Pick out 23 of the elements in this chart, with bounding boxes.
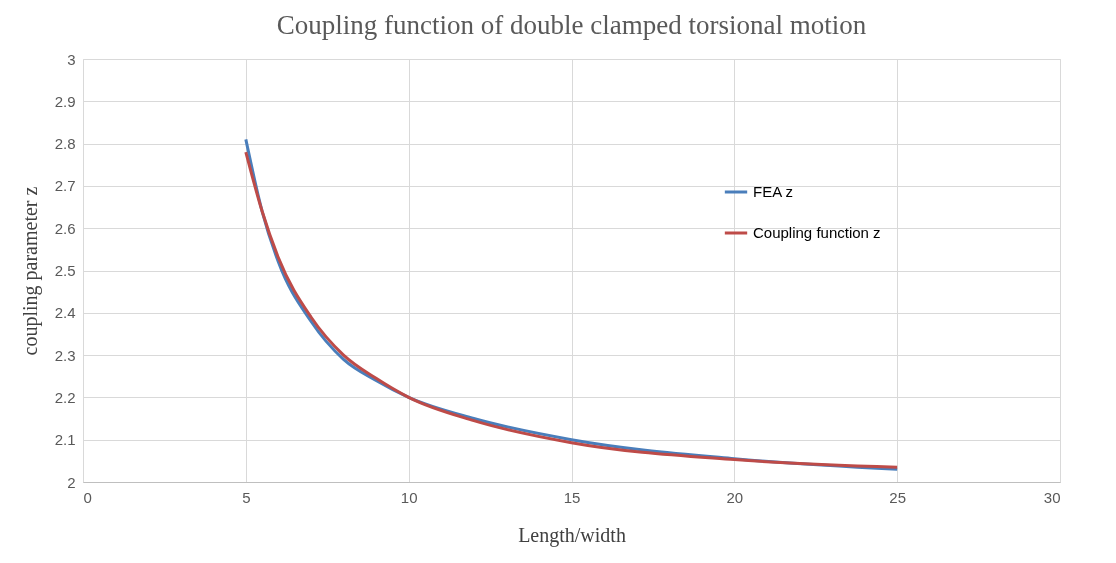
x-tick-label: 20 <box>726 488 744 506</box>
x-axis-title: Length/width <box>518 523 626 547</box>
x-tick-label: 0 <box>83 488 92 506</box>
x-tick-label: 15 <box>563 488 581 506</box>
y-tick-label: 2.7 <box>54 177 76 195</box>
x-tick-label: 30 <box>1043 488 1061 506</box>
y-tick-label: 2.4 <box>54 304 76 322</box>
y-tick-label: 2.2 <box>54 388 76 406</box>
y-axis-title: coupling parameter z <box>18 186 42 356</box>
chart-title: Coupling function of double clamped torsional motion <box>276 10 867 40</box>
legend-label: Coupling function z <box>753 224 881 241</box>
x-tick-label: 5 <box>242 488 251 506</box>
legend-label: FEA z <box>753 183 794 200</box>
x-tick-label: 10 <box>400 488 418 506</box>
y-tick-label: 2.1 <box>54 431 76 449</box>
y-tick-label: 2 <box>67 473 76 491</box>
y-tick-label: 2.8 <box>54 135 76 153</box>
x-tick-label: 25 <box>889 488 907 506</box>
y-tick-label: 3 <box>67 50 76 68</box>
y-tick-label: 2.6 <box>54 219 76 237</box>
y-tick-label: 2.9 <box>54 92 76 110</box>
y-tick-label: 2.3 <box>54 346 76 364</box>
y-tick-label: 2.5 <box>54 262 76 279</box>
